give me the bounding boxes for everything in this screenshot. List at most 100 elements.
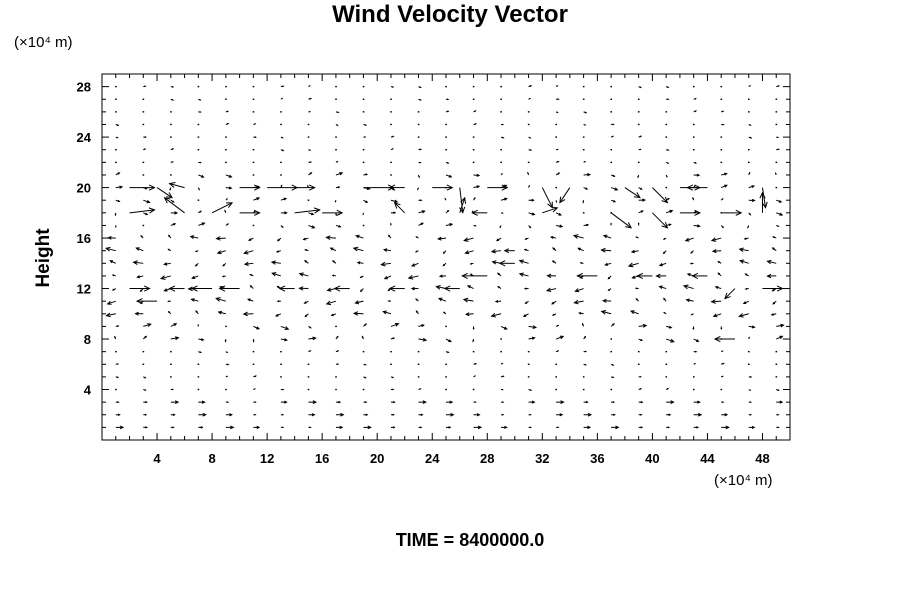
- wind-vector-small: [142, 123, 145, 126]
- wind-vector-small: [362, 350, 365, 353]
- wind-vector-small: [304, 249, 309, 252]
- wind-vector: [393, 202, 406, 214]
- wind-vector-small: [415, 310, 419, 315]
- wind-vector-small: [528, 325, 538, 329]
- x-tick-label: 24: [425, 451, 440, 466]
- wind-vector-small: [363, 401, 368, 404]
- wind-vector-small: [611, 401, 616, 404]
- wind-vector-small: [304, 313, 309, 318]
- wind-vector-small: [359, 275, 364, 279]
- wind-vector-small: [362, 149, 365, 151]
- wind-vector-small: [446, 426, 452, 429]
- wind-vector-small: [418, 86, 422, 89]
- wind-vector-small: [666, 149, 670, 151]
- wind-vector-small: [720, 85, 723, 88]
- wind-vector: [498, 260, 515, 267]
- wind-vector-small: [555, 335, 565, 340]
- wind-vector-small: [361, 335, 364, 340]
- wind-vector: [759, 191, 766, 213]
- wind-vector-small: [582, 149, 585, 151]
- x-tick-label: 8: [208, 451, 215, 466]
- wind-vector-small: [111, 274, 116, 277]
- wind-vector-small: [527, 161, 530, 164]
- wind-vector-small: [692, 388, 695, 391]
- wind-vector-small: [527, 171, 530, 176]
- wind-vector-small: [170, 111, 172, 113]
- wind-vector-small: [170, 223, 177, 226]
- wind-vector-small: [776, 323, 785, 328]
- wind-vector-small: [418, 222, 424, 226]
- wind-vector-small: [253, 388, 256, 390]
- wind-vector-small: [335, 388, 337, 391]
- wind-vector-small: [555, 186, 557, 189]
- wind-vector-small: [555, 85, 559, 88]
- wind-vector-small: [583, 187, 589, 190]
- wind-vector-small: [170, 85, 175, 88]
- wind-vector-small: [682, 284, 694, 290]
- wind-vector-small: [442, 262, 447, 267]
- wind-vector-small: [662, 237, 667, 240]
- wind-vector-small: [473, 110, 477, 113]
- wind-vector-small: [225, 161, 227, 164]
- wind-vector-small: [638, 338, 643, 342]
- wind-vector-small: [418, 174, 420, 179]
- wind-vector-small: [666, 325, 673, 329]
- wind-vector-small: [524, 237, 529, 240]
- wind-vector-small: [721, 172, 728, 176]
- wind-vector-small: [748, 413, 753, 416]
- x-unit-label: (×10⁴ m): [714, 472, 773, 489]
- wind-vector: [576, 272, 598, 279]
- wind-vector-small: [390, 400, 396, 404]
- wind-vector-small: [252, 149, 255, 151]
- wind-vector-small: [445, 351, 450, 354]
- wind-vector-small: [490, 312, 502, 318]
- wind-vector-small: [555, 350, 560, 353]
- wind-vector-small: [335, 172, 344, 176]
- wind-vector-small: [390, 350, 392, 353]
- wind-vector-small: [417, 123, 420, 126]
- wind-vector-small: [331, 274, 337, 277]
- wind-vector-small: [224, 338, 227, 343]
- wind-vector-small: [555, 123, 557, 126]
- wind-vector: [762, 285, 784, 292]
- wind-vector-small: [280, 149, 285, 152]
- wind-vector-small: [197, 149, 200, 151]
- wind-vector-small: [555, 376, 557, 378]
- wind-vector-small: [720, 136, 723, 138]
- wind-vector-small: [168, 234, 172, 239]
- wind-vector-small: [629, 310, 639, 315]
- wind-vector-small: [444, 197, 447, 201]
- wind-vector-small: [500, 149, 502, 151]
- wind-vector-small: [445, 376, 447, 378]
- wind-vector-small: [583, 412, 593, 417]
- wind-vector: [129, 285, 151, 292]
- wind-vector-small: [637, 123, 640, 126]
- wind-vector-small: [556, 426, 560, 429]
- wind-vector-small: [197, 376, 200, 378]
- wind-vector-small: [143, 323, 152, 327]
- wind-vector-small: [472, 98, 475, 100]
- wind-vector: [610, 212, 633, 229]
- wind-vector-small: [417, 111, 420, 113]
- wind-vector-small: [114, 335, 117, 340]
- wind-vector-small: [582, 212, 585, 214]
- wind-vector-small: [418, 199, 423, 202]
- wind-vector-small: [115, 136, 119, 139]
- wind-vector-small: [748, 363, 750, 365]
- wind-vector-small: [280, 426, 285, 429]
- wind-vector-small: [356, 261, 364, 265]
- y-tick-label: 8: [84, 332, 91, 347]
- wind-vector-small: [527, 350, 530, 353]
- wind-vector-small: [140, 235, 144, 239]
- wind-vector-small: [390, 199, 399, 203]
- wind-vector-small: [611, 123, 615, 126]
- wind-vector-small: [748, 350, 750, 353]
- wind-vector-small: [142, 350, 145, 353]
- wind-vector-small: [473, 413, 481, 417]
- wind-vector-small: [445, 149, 447, 151]
- wind-vector-small: [197, 85, 200, 88]
- wind-vector-small: [685, 298, 694, 303]
- wind-vector-small: [280, 211, 288, 215]
- wind-vector-small: [714, 286, 722, 290]
- wind-vector-small: [307, 123, 310, 126]
